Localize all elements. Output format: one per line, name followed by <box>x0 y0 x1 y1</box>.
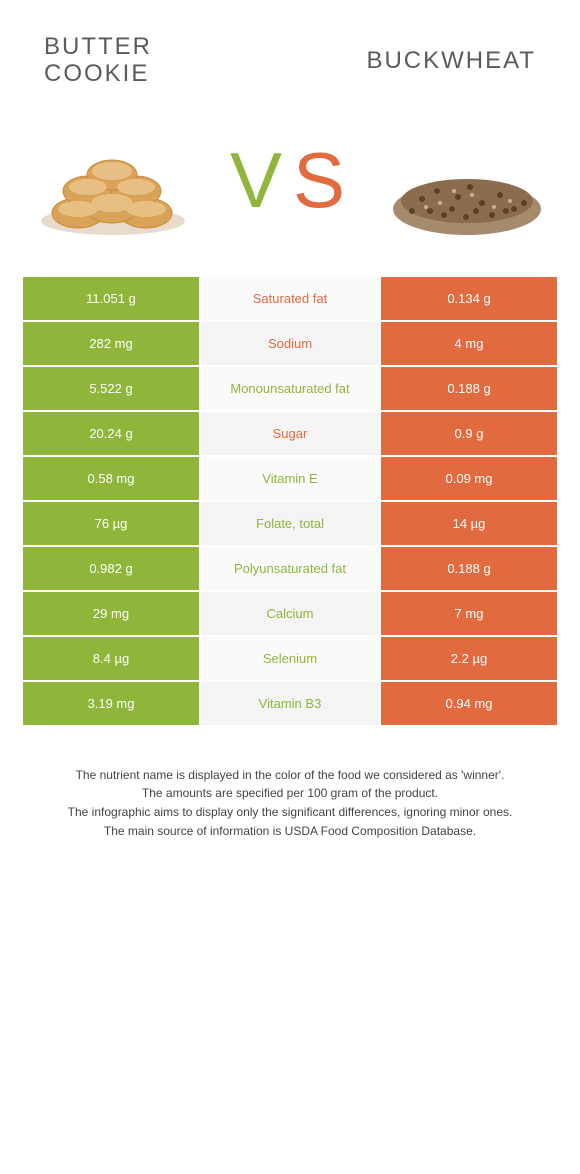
left-value: 20.24 g <box>22 411 200 456</box>
hero-row: V S <box>0 106 580 276</box>
left-value: 8.4 µg <box>22 636 200 681</box>
right-value: 7 mg <box>380 591 558 636</box>
title-row: BUTTER COOKIE BUCKWHEAT <box>0 0 580 106</box>
vs-label: V S <box>215 123 365 238</box>
footer-line-2: The amounts are specified per 100 gram o… <box>22 784 558 803</box>
nutrient-name: Sugar <box>200 411 380 456</box>
nutrient-name: Vitamin E <box>200 456 380 501</box>
right-value: 0.94 mg <box>380 681 558 726</box>
left-value: 282 mg <box>22 321 200 366</box>
left-value: 0.982 g <box>22 546 200 591</box>
table-row: 20.24 gSugar0.9 g <box>22 411 558 456</box>
page: BUTTER COOKIE BUCKWHEAT <box>0 0 580 864</box>
footer-line-3: The infographic aims to display only the… <box>22 803 558 822</box>
nutrient-name: Folate, total <box>200 501 380 546</box>
vs-s: S <box>293 136 345 224</box>
footer-line-1: The nutrient name is displayed in the co… <box>22 766 558 785</box>
nutrient-name: Calcium <box>200 591 380 636</box>
right-value: 0.188 g <box>380 546 558 591</box>
table-row: 76 µgFolate, total14 µg <box>22 501 558 546</box>
left-value: 0.58 mg <box>22 456 200 501</box>
table-row: 5.522 gMonounsaturated fat0.188 g <box>22 366 558 411</box>
table-row: 3.19 mgVitamin B30.94 mg <box>22 681 558 726</box>
left-value: 29 mg <box>22 591 200 636</box>
left-value: 76 µg <box>22 501 200 546</box>
nutrient-name: Polyunsaturated fat <box>200 546 380 591</box>
food-right-image <box>382 116 552 246</box>
right-value: 14 µg <box>380 501 558 546</box>
table-row: 0.58 mgVitamin E0.09 mg <box>22 456 558 501</box>
table-row: 29 mgCalcium7 mg <box>22 591 558 636</box>
title-right: BUCKWHEAT <box>366 48 536 75</box>
table-row: 8.4 µgSelenium2.2 µg <box>22 636 558 681</box>
table-row: 282 mgSodium4 mg <box>22 321 558 366</box>
table-row: 11.051 gSaturated fat0.134 g <box>22 276 558 321</box>
nutrient-name: Sodium <box>200 321 380 366</box>
buckwheat-icon <box>382 121 552 241</box>
right-value: 0.9 g <box>380 411 558 456</box>
right-value: 4 mg <box>380 321 558 366</box>
cookies-icon <box>28 121 198 241</box>
left-value: 5.522 g <box>22 366 200 411</box>
footer-line-4: The main source of information is USDA F… <box>22 822 558 841</box>
nutrient-name: Monounsaturated fat <box>200 366 380 411</box>
right-value: 0.188 g <box>380 366 558 411</box>
title-left: BUTTER COOKIE <box>44 34 244 88</box>
nutrient-name: Vitamin B3 <box>200 681 380 726</box>
comparison-table: 11.051 gSaturated fat0.134 g282 mgSodium… <box>22 276 558 726</box>
footer-notes: The nutrient name is displayed in the co… <box>22 766 558 864</box>
left-value: 3.19 mg <box>22 681 200 726</box>
vs-v: V <box>230 136 282 224</box>
nutrient-name: Saturated fat <box>200 276 380 321</box>
food-left-image <box>28 116 198 246</box>
vs-icon: V S <box>215 123 365 233</box>
right-value: 2.2 µg <box>380 636 558 681</box>
right-value: 0.09 mg <box>380 456 558 501</box>
left-value: 11.051 g <box>22 276 200 321</box>
right-value: 0.134 g <box>380 276 558 321</box>
nutrient-name: Selenium <box>200 636 380 681</box>
table-row: 0.982 gPolyunsaturated fat0.188 g <box>22 546 558 591</box>
